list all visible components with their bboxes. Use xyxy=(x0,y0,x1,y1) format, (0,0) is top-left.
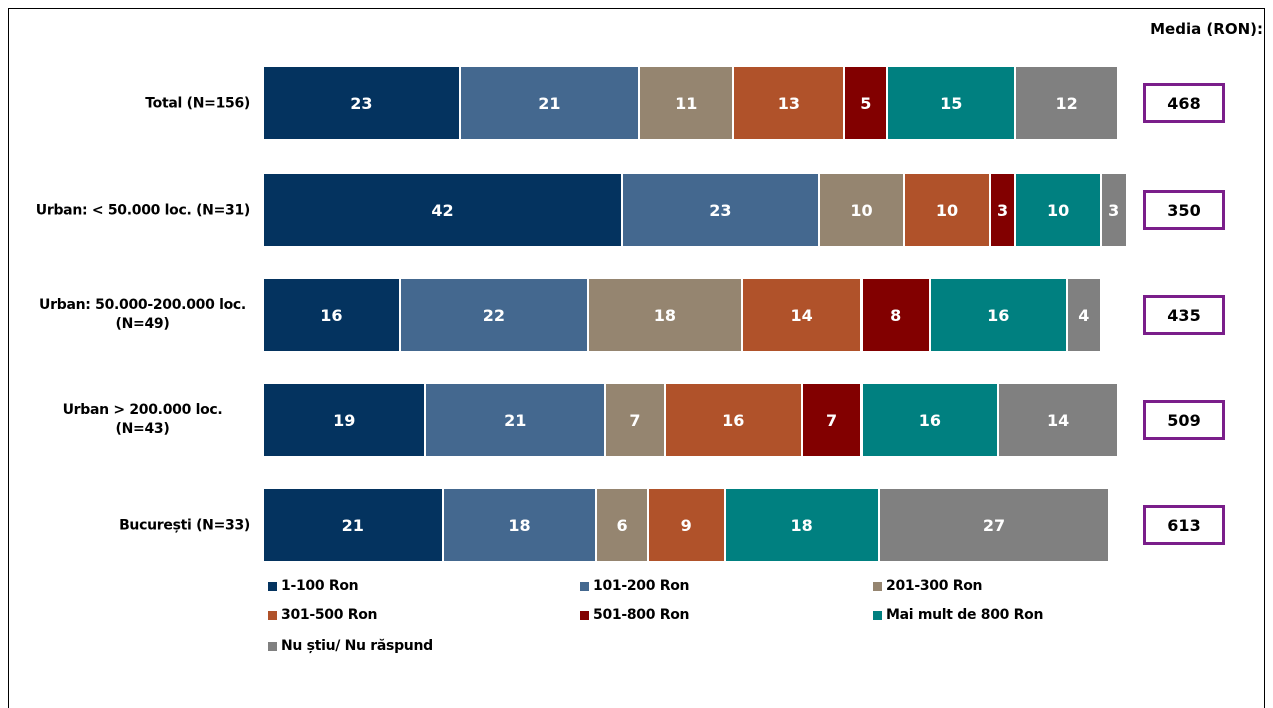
legend-label: 101-200 Ron xyxy=(593,578,690,594)
bar-segment: 4 xyxy=(1067,279,1102,351)
bar-segment: 23 xyxy=(264,67,461,139)
category-text: Urban > 200.000 loc. (N=43) xyxy=(62,402,223,437)
category-label: Urban: < 50.000 loc. (N=31) xyxy=(35,200,251,221)
bar-segment: 10 xyxy=(819,174,906,246)
bar-segment: 18 xyxy=(588,279,743,351)
legend-label: Mai mult de 800 Ron xyxy=(886,607,1044,623)
bar-segment: 18 xyxy=(725,489,880,561)
category-label: Urban > 200.000 loc. (N=43) xyxy=(35,401,250,439)
bar-segment: 21 xyxy=(426,384,606,456)
category-text: Urban: < 50.000 loc. (N=31) xyxy=(35,202,251,219)
legend-label: 1-100 Ron xyxy=(281,578,359,594)
legend-swatch xyxy=(873,610,882,620)
legend-entry: 101-200 Ron xyxy=(580,578,690,594)
bar-segment: 9 xyxy=(648,489,726,561)
bar-segment: 16 xyxy=(930,279,1068,351)
legend-label: 501-800 Ron xyxy=(593,607,690,623)
legend-swatch xyxy=(873,581,882,591)
bar-segment: 14 xyxy=(999,384,1119,456)
bar-segment: 42 xyxy=(264,174,624,246)
bar-segment: 16 xyxy=(862,384,1000,456)
legend-swatch xyxy=(268,610,277,620)
category-label: Total (N=156) xyxy=(145,93,250,114)
bar-segment: 6 xyxy=(597,489,649,561)
media-value: 509 xyxy=(1143,400,1225,440)
legend-label: Nu știu/ Nu răspund xyxy=(281,638,433,654)
legend-label: 301-500 Ron xyxy=(281,607,378,623)
media-value: 468 xyxy=(1143,83,1225,123)
bar-segment: 16 xyxy=(264,279,401,351)
bar-segment: 15 xyxy=(888,67,1017,139)
category-text: București (N=33) xyxy=(119,517,250,534)
bar-segment: 22 xyxy=(400,279,589,351)
media-title: Media (RON): xyxy=(1150,20,1263,38)
frame xyxy=(8,8,1265,708)
bar-segment: 10 xyxy=(905,174,991,246)
bar-segment: 19 xyxy=(264,384,427,456)
bar-segment: 7 xyxy=(606,384,666,456)
category-text: Total (N=156) xyxy=(145,95,250,112)
bar-segment: 3 xyxy=(1101,174,1128,246)
legend-entry: 1-100 Ron xyxy=(268,578,359,594)
bar-segment: 21 xyxy=(264,489,444,561)
bar-segment: 18 xyxy=(443,489,598,561)
legend-entry: 201-300 Ron xyxy=(873,578,983,594)
category-label: București (N=33) xyxy=(119,515,250,536)
bar-segment: 5 xyxy=(845,67,889,139)
bar-segment: 10 xyxy=(1016,174,1102,246)
bar-segment: 8 xyxy=(862,279,931,351)
legend-entry: 501-800 Ron xyxy=(580,607,690,623)
bar-segment: 14 xyxy=(742,279,863,351)
bar-segment: 12 xyxy=(1016,67,1119,139)
legend-entry: 301-500 Ron xyxy=(268,607,378,623)
bar-segment: 13 xyxy=(734,67,846,139)
legend-swatch xyxy=(580,581,589,591)
legend-entry: Nu știu/ Nu răspund xyxy=(268,638,433,654)
legend-swatch xyxy=(580,610,589,620)
bar-segment: 7 xyxy=(802,384,863,456)
media-value: 613 xyxy=(1143,505,1225,545)
bar-segment: 23 xyxy=(623,174,820,246)
bar-segment: 3 xyxy=(990,174,1017,246)
media-value: 435 xyxy=(1143,295,1225,335)
bar-segment: 21 xyxy=(460,67,641,139)
legend-entry: Mai mult de 800 Ron xyxy=(873,607,1043,623)
bar-segment: 16 xyxy=(665,384,803,456)
legend-swatch xyxy=(268,581,277,591)
legend-swatch xyxy=(268,641,277,651)
category-text: Urban: 50.000-200.000 loc. (N=49) xyxy=(39,297,246,332)
legend-label: 201-300 Ron xyxy=(886,578,983,594)
category-label: Urban: 50.000-200.000 loc. (N=49) xyxy=(35,296,250,334)
bar-segment: 27 xyxy=(879,489,1111,561)
media-value: 350 xyxy=(1143,190,1225,230)
bar-segment: 11 xyxy=(640,67,735,139)
